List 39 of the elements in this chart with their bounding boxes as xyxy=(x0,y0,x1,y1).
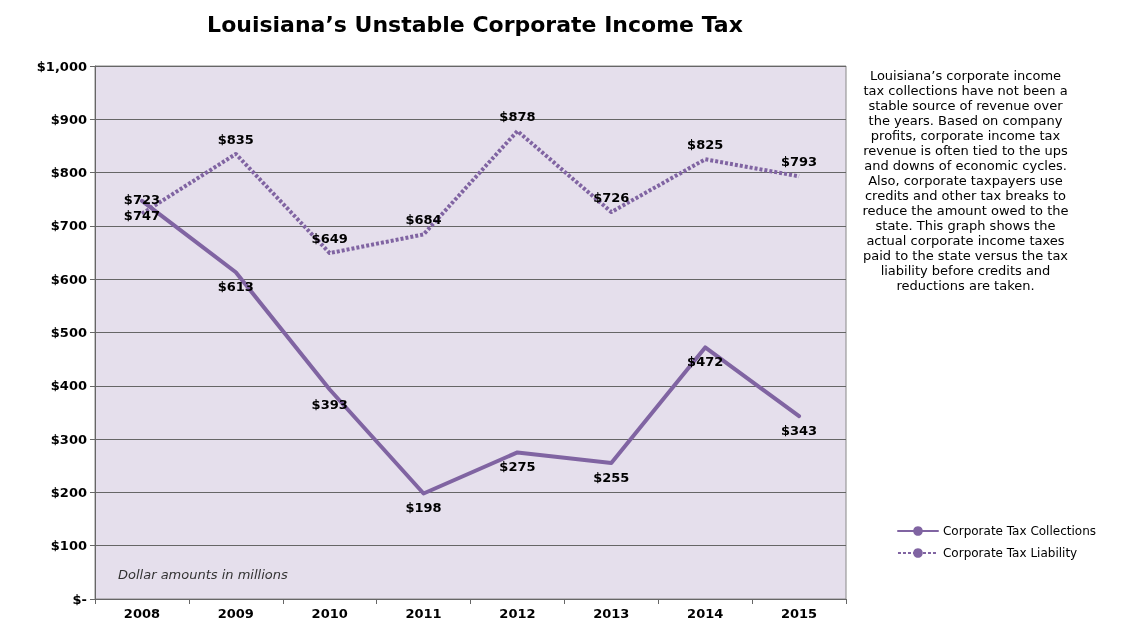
data-label: $723 xyxy=(123,191,161,207)
data-label: $393 xyxy=(311,396,348,412)
data-label: $198 xyxy=(405,500,442,516)
data-label: $747 xyxy=(123,207,161,223)
y-tick-label: $- xyxy=(72,591,87,607)
legend-label: Corporate Tax Collections xyxy=(942,524,1097,538)
text: Louisiana’s corporate income tax collections have not been a stable source of revenue over the years. Based on company profits, corporate income tax revenue is often tied to the ups and downs of economic cycles. Also, corporate taxpayers use credits and other tax breaks to reduce the amount owed to the state. This graph shows the actual corporate income taxes paid to the state versus the tax liability before credits and reductions are taken. xyxy=(862,68,1069,293)
chart-title: Louisiana’s Unstable Corporate Income Tax xyxy=(207,11,743,37)
legend-label: Corporate Tax Liability xyxy=(942,546,1078,560)
data-label: $726 xyxy=(593,190,630,206)
x-tick-label: 2013 xyxy=(593,606,630,621)
y-tick-label: $1,000 xyxy=(36,58,87,74)
data-label: $255 xyxy=(593,470,630,486)
y-tick-label: $700 xyxy=(50,218,87,234)
data-label: $649 xyxy=(311,231,348,247)
y-tick-label: $900 xyxy=(50,111,87,127)
data-label: $684 xyxy=(405,212,442,228)
x-tick-label: 2009 xyxy=(217,606,254,621)
data-label: $825 xyxy=(687,137,724,153)
x-tick-label: 2010 xyxy=(311,606,348,621)
x-tick-label: 2008 xyxy=(123,606,161,621)
y-tick-label: $100 xyxy=(50,538,87,554)
y-tick-label: $800 xyxy=(50,165,87,181)
x-tick-label: 2012 xyxy=(499,606,536,621)
y-tick-label: $400 xyxy=(50,378,87,394)
y-tick-label: $500 xyxy=(50,325,87,340)
x-tick-label: 2011 xyxy=(405,606,442,621)
y-tick-label: $200 xyxy=(50,484,87,500)
annotation: Dollar amounts in millions xyxy=(118,567,288,582)
data-label: $613 xyxy=(217,279,254,295)
data-label: $472 xyxy=(687,354,724,370)
x-tick-label: 2014 xyxy=(687,606,724,621)
x-tick-label: 2015 xyxy=(780,606,818,621)
data-label: $275 xyxy=(499,459,536,475)
y-tick-label: $300 xyxy=(50,431,87,447)
data-label: $343 xyxy=(780,423,818,439)
data-label: $793 xyxy=(780,154,818,170)
data-label: $835 xyxy=(217,131,254,147)
y-tick-label: $600 xyxy=(50,271,87,287)
